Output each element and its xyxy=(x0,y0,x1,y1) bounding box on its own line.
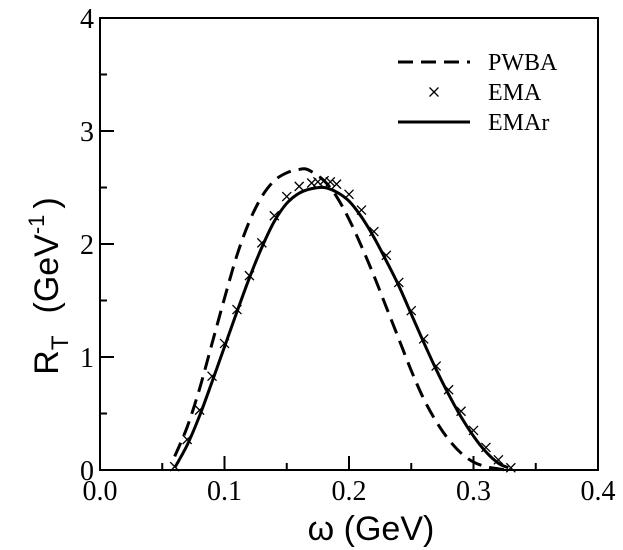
legend-entry-pwba: PWBA xyxy=(398,50,558,76)
series-ema-point xyxy=(325,176,336,187)
series-pwba-line xyxy=(173,167,507,472)
series-ema-point xyxy=(306,178,317,188)
legend-label-ema: EMA xyxy=(488,80,542,106)
legend-entry-ema: EMA xyxy=(429,80,542,106)
y-axis-title-superscript: -1 xyxy=(24,215,49,235)
series-layer xyxy=(169,167,516,473)
y-axis-title-base: R xyxy=(28,350,66,375)
legend-label-pwba: PWBA xyxy=(488,50,558,76)
y-axis-title-subscript: T xyxy=(47,335,74,350)
x-tick-label: 0.3 xyxy=(456,476,491,507)
legend-swatch-ema xyxy=(429,87,439,97)
x-tick-label: 0.1 xyxy=(207,476,242,507)
legend-label-emar: EMAr xyxy=(488,110,549,136)
y-tick-label: 2 xyxy=(80,230,94,261)
legend: PWBA EMA EMAr xyxy=(398,50,558,136)
x-axis-title: ω (GeV) xyxy=(308,510,435,548)
y-axis-title-unit-close: ) xyxy=(28,197,66,208)
x-axis-ticks: 0.0 0.1 0.2 0.3 0.4 xyxy=(83,456,616,507)
series-ema-point xyxy=(294,181,305,192)
x-tick-label: 0.0 xyxy=(83,476,118,507)
x-tick-label: 0.2 xyxy=(332,476,367,507)
legend-entry-emar: EMAr xyxy=(398,110,549,136)
series-ema-point xyxy=(319,175,330,186)
y-tick-label: 0 xyxy=(80,456,94,487)
y-axis-title-unit: (GeV xyxy=(28,234,66,314)
x-tick-label: 0.4 xyxy=(581,476,616,507)
series-ema-point xyxy=(331,179,342,190)
y-tick-label: 4 xyxy=(80,4,94,35)
series-emar-line xyxy=(173,185,509,470)
series-ema-point xyxy=(312,176,323,187)
y-axis-title: RT (GeV-1) xyxy=(24,197,74,374)
series-ema-markers xyxy=(169,175,516,473)
y-tick-label: 1 xyxy=(80,343,94,374)
y-tick-label: 3 xyxy=(80,117,94,148)
y-axis-ticks: 0 1 2 3 4 xyxy=(80,4,114,487)
